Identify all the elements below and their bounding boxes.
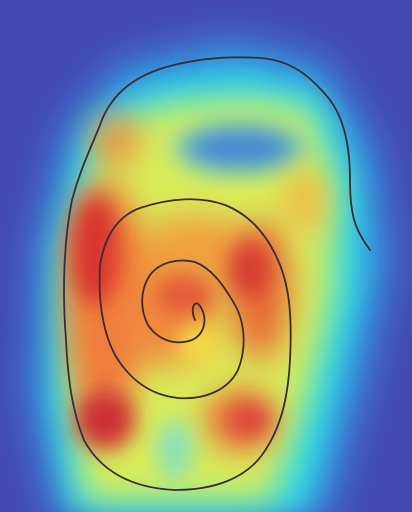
heat-layer-core [157, 325, 222, 480]
heat-layer-hole [170, 118, 310, 178]
spiral-stroke [63, 56, 371, 491]
heat-layer-peak [71, 195, 270, 450]
